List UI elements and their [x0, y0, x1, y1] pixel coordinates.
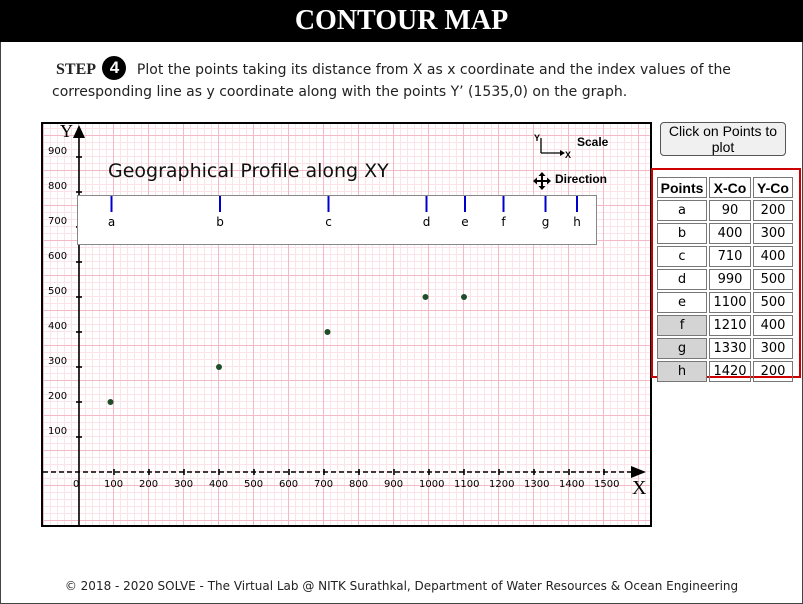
point-name[interactable]: g — [657, 338, 707, 359]
y-coordinate: 300 — [753, 223, 793, 244]
table-row[interactable]: e 1100 500 — [657, 292, 793, 313]
y-coordinate: 400 — [753, 315, 793, 336]
x-tick-label: 700 — [314, 479, 333, 490]
profile-mark-label: g — [542, 215, 550, 229]
scale-axes-icon: Y X — [534, 133, 571, 158]
click-on-points-to-plot-button[interactable]: Click on Points to plot — [660, 122, 786, 156]
step-number-badge: 4 — [102, 56, 127, 80]
x-coordinate: 400 — [709, 223, 751, 244]
profile-mark-label: f — [501, 215, 506, 229]
x-tick-label: 1000 — [419, 479, 444, 490]
col-header-y-co: Y-Co — [753, 177, 793, 198]
x-tick-label: 1300 — [524, 479, 549, 490]
col-header-points: Points — [657, 177, 707, 198]
step-instruction-text: Plot the points taking its distance from… — [52, 62, 731, 100]
profile-mark-label: b — [216, 215, 224, 229]
y-coordinate: 400 — [753, 246, 793, 267]
svg-text:X: X — [565, 150, 571, 158]
x-coordinate: 990 — [709, 269, 751, 290]
table-row[interactable]: d 990 500 — [657, 269, 793, 290]
step-label: STEP — [56, 61, 97, 78]
profile-mark-label: e — [461, 215, 468, 229]
svg-text:Y: Y — [534, 133, 540, 143]
plotted-point — [107, 399, 114, 405]
x-coordinate: 1420 — [709, 361, 751, 382]
point-name[interactable]: b — [657, 223, 707, 244]
plotted-point — [422, 294, 429, 300]
y-tick-label: 500 — [48, 286, 67, 297]
x-tick-label: 800 — [349, 479, 368, 490]
table-header-row: Points X-Co Y-Co — [657, 177, 793, 198]
y-tick-label: 800 — [48, 181, 67, 192]
x-tick-label: 1500 — [594, 479, 619, 490]
profile-mark-label: c — [325, 215, 332, 229]
plotted-point — [461, 294, 467, 300]
point-name[interactable]: h — [657, 361, 707, 382]
x-tick-label: 100 — [104, 479, 123, 490]
x-tick-label: 900 — [384, 479, 403, 490]
y-coordinate: 500 — [753, 292, 793, 313]
profile-marks: a b c d e f g h — [108, 196, 581, 229]
x-tick-label: 1400 — [559, 479, 584, 490]
x-coordinate: 1330 — [709, 338, 751, 359]
y-axis-label: Y — [60, 124, 73, 141]
table-row[interactable]: b 400 300 — [657, 223, 793, 244]
profile-mark-label: h — [573, 215, 581, 229]
table-row[interactable]: g 1330 300 — [657, 338, 793, 359]
table-row[interactable]: a 90 200 — [657, 200, 793, 221]
x-tick-label: 500 — [244, 479, 263, 490]
direction-label: Direction — [555, 172, 608, 186]
graph-area[interactable]: X Y 0 100 200 300 400 500 600 700 800 900 1000 1100 12… — [41, 122, 652, 527]
profile-mark-label: a — [108, 215, 115, 229]
y-axis-arrowhead — [73, 125, 85, 138]
x-tick-label: 300 — [174, 479, 193, 490]
x-tick-label: 1100 — [454, 479, 479, 490]
y-tick-label: 900 — [48, 146, 67, 157]
move-arrows-icon[interactable] — [533, 172, 551, 190]
y-tick-label: 300 — [48, 356, 67, 367]
x-coordinate: 710 — [709, 246, 751, 267]
table-row[interactable]: h 1420 200 — [657, 361, 793, 382]
y-coordinate: 500 — [753, 269, 793, 290]
y-tick-label: 100 — [48, 426, 67, 437]
y-tick-label: 700 — [48, 216, 67, 227]
y-tick-label: 400 — [48, 321, 67, 332]
x-coordinate: 1100 — [709, 292, 751, 313]
profile-mark-label: d — [423, 215, 431, 229]
y-tick-label: 200 — [48, 391, 67, 402]
points-table-panel: Points X-Co Y-Co a 90 200 b 400 300 c 71… — [651, 168, 801, 382]
x-coordinate: 1210 — [709, 315, 751, 336]
x-coordinate: 90 — [709, 200, 751, 221]
points-table: Points X-Co Y-Co a 90 200 b 400 300 c 71… — [655, 175, 795, 384]
title-bar: CONTOUR MAP — [0, 0, 803, 42]
y-coordinate: 300 — [753, 338, 793, 359]
point-name[interactable]: e — [657, 292, 707, 313]
page-title: CONTOUR MAP — [294, 5, 509, 36]
scale-label: Scale — [577, 135, 609, 149]
plotted-point — [216, 364, 222, 370]
x-tick-label: 600 — [279, 479, 298, 490]
y-tick-label: 600 — [48, 251, 67, 262]
x-axis-arrowhead — [631, 466, 646, 478]
plotted-point — [324, 329, 331, 335]
x-tick-label: 0 — [73, 479, 79, 490]
x-tick-label: 200 — [139, 479, 158, 490]
footer-copyright: © 2018 - 2020 SOLVE - The Virtual Lab @ … — [64, 579, 739, 593]
y-coordinate: 200 — [753, 361, 793, 382]
profile-panel: a b c d e f g h — [77, 195, 597, 245]
point-name[interactable]: d — [657, 269, 707, 290]
point-name[interactable]: a — [657, 200, 707, 221]
table-row[interactable]: c 710 400 — [657, 246, 793, 267]
x-tick-label: 1200 — [489, 479, 514, 490]
table-row[interactable]: f 1210 400 — [657, 315, 793, 336]
point-name[interactable]: f — [657, 315, 707, 336]
step-instruction: STEP 4 Plot the points taking its distan… — [52, 56, 772, 103]
x-axis-label: X — [632, 477, 647, 499]
col-header-x-co: X-Co — [709, 177, 751, 198]
point-name[interactable]: c — [657, 246, 707, 267]
x-tick-label: 400 — [209, 479, 228, 490]
y-coordinate: 200 — [753, 200, 793, 221]
profile-title: Geographical Profile along XY — [108, 160, 389, 182]
